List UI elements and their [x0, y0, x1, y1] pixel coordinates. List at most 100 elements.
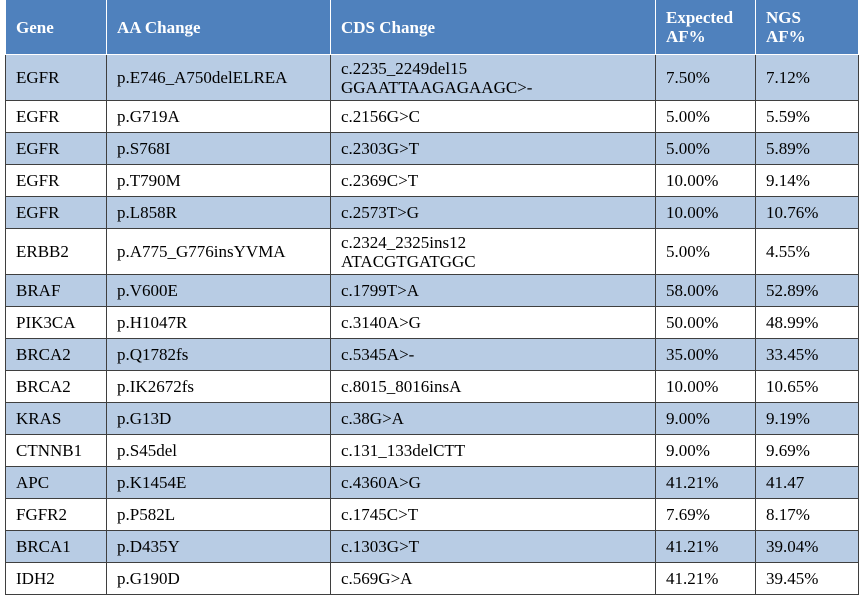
table-cell: 41.21% [655, 466, 756, 499]
table-cell: 39.45% [755, 562, 859, 595]
table-cell: 10.00% [655, 196, 756, 229]
table-cell: 10.65% [755, 370, 859, 403]
table-cell: 4.55% [755, 228, 859, 275]
table-cell: 41.21% [655, 530, 756, 563]
table-cell: p.G13D [106, 402, 331, 435]
table-cell: IDH2 [5, 562, 107, 595]
table-cell: FGFR2 [5, 498, 107, 531]
table-cell: c.1745C>T [330, 498, 656, 531]
table-row: EGFR p.E746_A750delELREA c.2235_2249del15 … [5, 54, 859, 101]
table-row: KRAS p.G13D c.38G>A 9.00% 9.19% [5, 402, 859, 435]
table-cell: 9.69% [755, 434, 859, 467]
table-cell: BRCA1 [5, 530, 107, 563]
table-row: EGFR p.T790M c.2369C>T 10.00% 9.14% [5, 164, 859, 197]
table-cell: p.D435Y [106, 530, 331, 563]
table-cell: 5.59% [755, 100, 859, 133]
header-cell: CDS Change [330, 0, 656, 55]
header-cell: Expected AF% [655, 0, 756, 55]
table-cell: c.131_133delCTT [330, 434, 656, 467]
table-cell: 41.47 [755, 466, 859, 499]
header-cell: Gene [5, 0, 107, 55]
table-cell: 9.14% [755, 164, 859, 197]
table-cell: 10.00% [655, 370, 756, 403]
table-cell: c.2303G>T [330, 132, 656, 165]
table-cell: p.A775_G776insYVMA [106, 228, 331, 275]
table-cell: PIK3CA [5, 306, 107, 339]
table-cell: c.8015_8016insA [330, 370, 656, 403]
table-cell: 39.04% [755, 530, 859, 563]
table-cell: 35.00% [655, 338, 756, 371]
table-row: IDH2 p.G190D c.569G>A 41.21% 39.45% [5, 562, 859, 595]
table-row: ERBB2 p.A775_G776insYVMA c.2324_2325ins12 … [5, 228, 859, 275]
table-cell: c.2573T>G [330, 196, 656, 229]
table-cell: KRAS [5, 402, 107, 435]
table-row: BRCA2 p.Q1782fs c.5345A>- 35.00% 33.45% [5, 338, 859, 371]
table-cell: c.569G>A [330, 562, 656, 595]
table-cell: p.S768I [106, 132, 331, 165]
table-cell: BRAF [5, 274, 107, 307]
table-cell: c.1303G>T [330, 530, 656, 563]
table-row: FGFR2 p.P582L c.1745C>T 7.69% 8.17% [5, 498, 859, 531]
table-cell: p.P582L [106, 498, 331, 531]
table-cell: 7.50% [655, 54, 756, 101]
table-cell: 5.89% [755, 132, 859, 165]
table-cell: 7.12% [755, 54, 859, 101]
table-cell: EGFR [5, 54, 107, 101]
table-cell: EGFR [5, 132, 107, 165]
table-cell: c.4360A>G [330, 466, 656, 499]
table-cell: 41.21% [655, 562, 756, 595]
table-cell: EGFR [5, 100, 107, 133]
table-cell: p.G190D [106, 562, 331, 595]
table-cell: p.L858R [106, 196, 331, 229]
table-row: APC p.K1454E c.4360A>G 41.21% 41.47 [5, 466, 859, 499]
table-row: EGFR p.L858R c.2573T>G 10.00% 10.76% [5, 196, 859, 229]
table-row: BRCA2 p.IK2672fs c.8015_8016insA 10.00% 10.6… [5, 370, 859, 403]
table-cell: 10.76% [755, 196, 859, 229]
table-cell: 48.99% [755, 306, 859, 339]
table-cell: 10.00% [655, 164, 756, 197]
table-cell: EGFR [5, 164, 107, 197]
table-cell: c.2156G>C [330, 100, 656, 133]
header-cell: AA Change [106, 0, 331, 55]
table-cell: p.V600E [106, 274, 331, 307]
table-row: CTNNB1 p.S45del c.131_133delCTT 9.00% 9.69% [5, 434, 859, 467]
table-cell: p.S45del [106, 434, 331, 467]
table-cell: 8.17% [755, 498, 859, 531]
table-cell: p.T790M [106, 164, 331, 197]
table-cell: APC [5, 466, 107, 499]
table-cell: 7.69% [655, 498, 756, 531]
table-cell: 33.45% [755, 338, 859, 371]
table-cell: 52.89% [755, 274, 859, 307]
table-row: EGFR p.G719A c.2156G>C 5.00% 5.59% [5, 100, 859, 133]
table-cell: CTNNB1 [5, 434, 107, 467]
table-cell: 58.00% [655, 274, 756, 307]
table-cell: 5.00% [655, 228, 756, 275]
table-cell: p.E746_A750delELREA [106, 54, 331, 101]
table-cell: 50.00% [655, 306, 756, 339]
table-cell: 9.19% [755, 402, 859, 435]
table-cell: p.Q1782fs [106, 338, 331, 371]
table-cell: EGFR [5, 196, 107, 229]
table-row: BRCA1 p.D435Y c.1303G>T 41.21% 39.04% [5, 530, 859, 563]
table-cell: c.38G>A [330, 402, 656, 435]
table-cell: p.H1047R [106, 306, 331, 339]
table-cell: BRCA2 [5, 338, 107, 371]
table-cell: c.5345A>- [330, 338, 656, 371]
variant-table: Gene AA Change CDS Change Expected AF% NGS A… [5, 0, 859, 595]
table-body: EGFR p.E746_A750delELREA c.2235_2249del15 … [5, 54, 859, 595]
table-row: EGFR p.S768I c.2303G>T 5.00% 5.89% [5, 132, 859, 165]
table-row: PIK3CA p.H1047R c.3140A>G 50.00% 48.99% [5, 306, 859, 339]
table-cell: 9.00% [655, 434, 756, 467]
table-cell: 5.00% [655, 132, 756, 165]
table-cell: c.3140A>G [330, 306, 656, 339]
table-cell: BRCA2 [5, 370, 107, 403]
table-cell: 5.00% [655, 100, 756, 133]
table-cell: c.1799T>A [330, 274, 656, 307]
table-cell: ERBB2 [5, 228, 107, 275]
table-cell: p.K1454E [106, 466, 331, 499]
table-cell: c.2235_2249del15 GGAATTAAGAGAAGC>- [330, 54, 656, 101]
header-row: Gene AA Change CDS Change Expected AF% NGS A… [5, 0, 859, 55]
table-cell: 9.00% [655, 402, 756, 435]
table-cell: p.IK2672fs [106, 370, 331, 403]
